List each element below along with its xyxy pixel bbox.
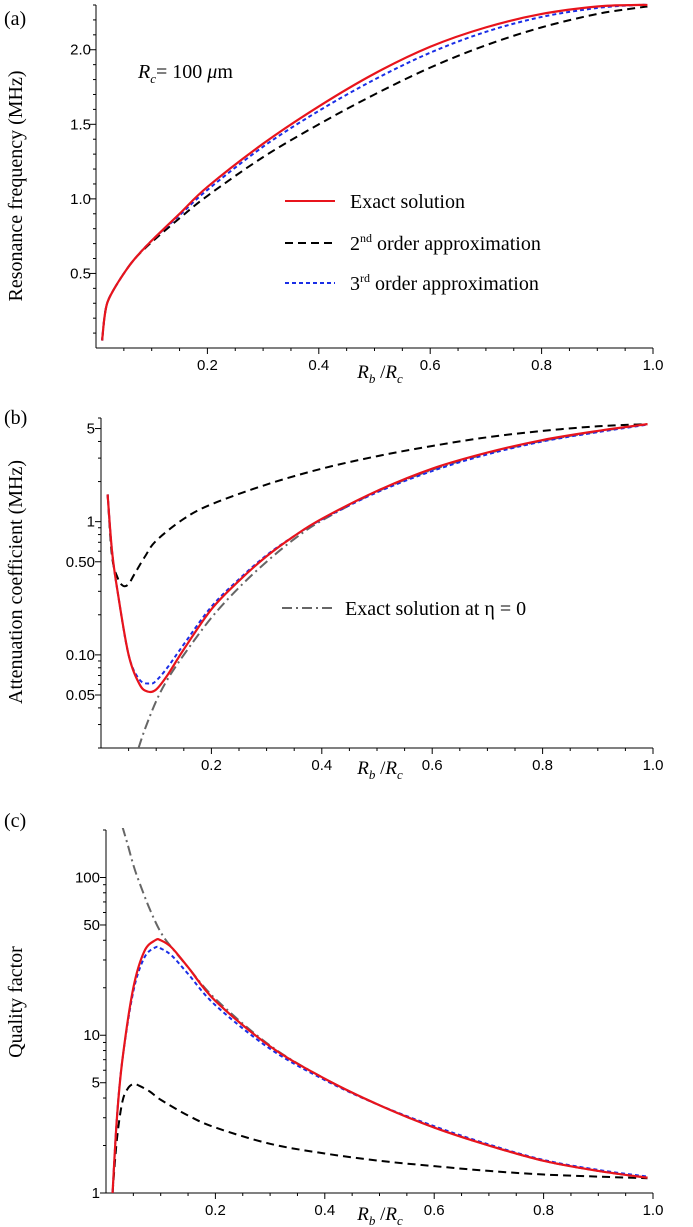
x-tick-label: 0.8 bbox=[532, 757, 553, 774]
panel-c-curves bbox=[111, 828, 648, 1193]
x-tick-label: 0.8 bbox=[531, 357, 552, 374]
y-tick-label: 0.5 bbox=[70, 265, 91, 282]
panel-b-label: (b) bbox=[4, 407, 27, 429]
panel-a-curves bbox=[101, 3, 648, 341]
y-tick-label: 0.05 bbox=[66, 687, 95, 704]
x-tick-label: 0.4 bbox=[314, 1202, 335, 1219]
series-second-line bbox=[106, 423, 648, 588]
panel-c-ylabel: Quality factor bbox=[5, 946, 27, 1058]
series-exact-line bbox=[111, 938, 648, 1193]
x-tick-label: 1.0 bbox=[643, 757, 664, 774]
x-tick-label: 0.4 bbox=[308, 357, 329, 374]
series-eta0-line bbox=[121, 828, 648, 1179]
panel-b-legend: Exact solution at η = 0 bbox=[282, 598, 526, 620]
panel-c-label: (c) bbox=[4, 810, 26, 832]
legend-eta0-label: Exact solution at η = 0 bbox=[345, 598, 526, 620]
x-tick-label: 0.2 bbox=[201, 757, 222, 774]
panel-a-label: (a) bbox=[4, 8, 26, 30]
panel-a-annotation: Rc= 100 μm bbox=[137, 61, 233, 86]
y-tick-label: 5 bbox=[87, 421, 95, 438]
y-tick-label: 5 bbox=[92, 1075, 100, 1092]
y-tick-label: 50 bbox=[83, 917, 100, 934]
series-third-line bbox=[106, 423, 648, 685]
series-exact-line bbox=[106, 423, 648, 694]
legend-third-label: 3rd order approximation bbox=[350, 271, 539, 295]
panel-c-xlabel: Rb /Rc bbox=[356, 1204, 403, 1227]
panel-b-axes: 0.2 0.4 0.6 0.8 1.0 0.05 0.10 0.50 1 5 bbox=[66, 417, 664, 774]
y-tick-label: 1 bbox=[87, 514, 95, 531]
y-tick-label: 0.50 bbox=[66, 554, 95, 571]
x-tick-label: 0.6 bbox=[420, 357, 441, 374]
x-tick-label: 0.8 bbox=[533, 1202, 554, 1219]
panel-a-ylabel: Resonance frequency (MHz) bbox=[5, 70, 27, 301]
x-tick-label: 1.0 bbox=[643, 357, 664, 374]
y-tick-label: 2.0 bbox=[70, 42, 91, 59]
series-second-line bbox=[111, 1082, 648, 1193]
panel-a-legend: Exact solution 2nd order approximation 3… bbox=[285, 191, 541, 295]
series-exact-line bbox=[101, 3, 648, 341]
panel-a: (a) 0.2 0.4 0.6 0.8 1.0 0.5 1.0 1.5 2.0 Resonanc… bbox=[4, 3, 664, 386]
panel-b-xlabel: Rb /Rc bbox=[356, 758, 403, 782]
panel-b-ylabel: Attenuation coefficient (MHz) bbox=[5, 460, 27, 704]
x-tick-label: 0.2 bbox=[197, 357, 218, 374]
x-tick-label: 0.6 bbox=[422, 757, 443, 774]
y-tick-label: 1.0 bbox=[70, 191, 91, 208]
x-tick-label: 0.4 bbox=[311, 757, 332, 774]
y-tick-label: 100 bbox=[75, 869, 100, 886]
x-tick-label: 1.0 bbox=[643, 1202, 664, 1219]
y-tick-label: 10 bbox=[83, 1027, 100, 1044]
x-tick-label: 0.2 bbox=[205, 1202, 226, 1219]
legend-second-label: 2nd order approximation bbox=[350, 231, 541, 255]
series-eta0-line bbox=[137, 423, 648, 748]
panel-c-axes: 0.2 0.4 0.6 0.8 1.0 1 5 10 50 100 bbox=[75, 829, 664, 1219]
y-tick-label: 1 bbox=[92, 1185, 100, 1202]
panel-c: (c) 0.2 0.4 0.6 0.8 1.0 1 5 10 50 100 Quality fac… bbox=[4, 810, 663, 1227]
panel-a-axes: 0.2 0.4 0.6 0.8 1.0 0.5 1.0 1.5 2.0 bbox=[70, 4, 664, 374]
panel-b-curves bbox=[106, 423, 648, 748]
series-second-line bbox=[101, 5, 648, 341]
y-tick-label: 1.5 bbox=[70, 116, 91, 133]
panel-b: (b) 0.2 0.4 0.6 0.8 1.0 0.05 0.10 0.50 1 5 Attenu… bbox=[4, 407, 663, 782]
panel-a-xlabel: Rb /Rc bbox=[356, 362, 403, 386]
legend-exact-label: Exact solution bbox=[350, 191, 465, 213]
series-third-line bbox=[111, 945, 648, 1193]
x-tick-label: 0.6 bbox=[424, 1202, 445, 1219]
y-tick-label: 0.10 bbox=[66, 647, 95, 664]
